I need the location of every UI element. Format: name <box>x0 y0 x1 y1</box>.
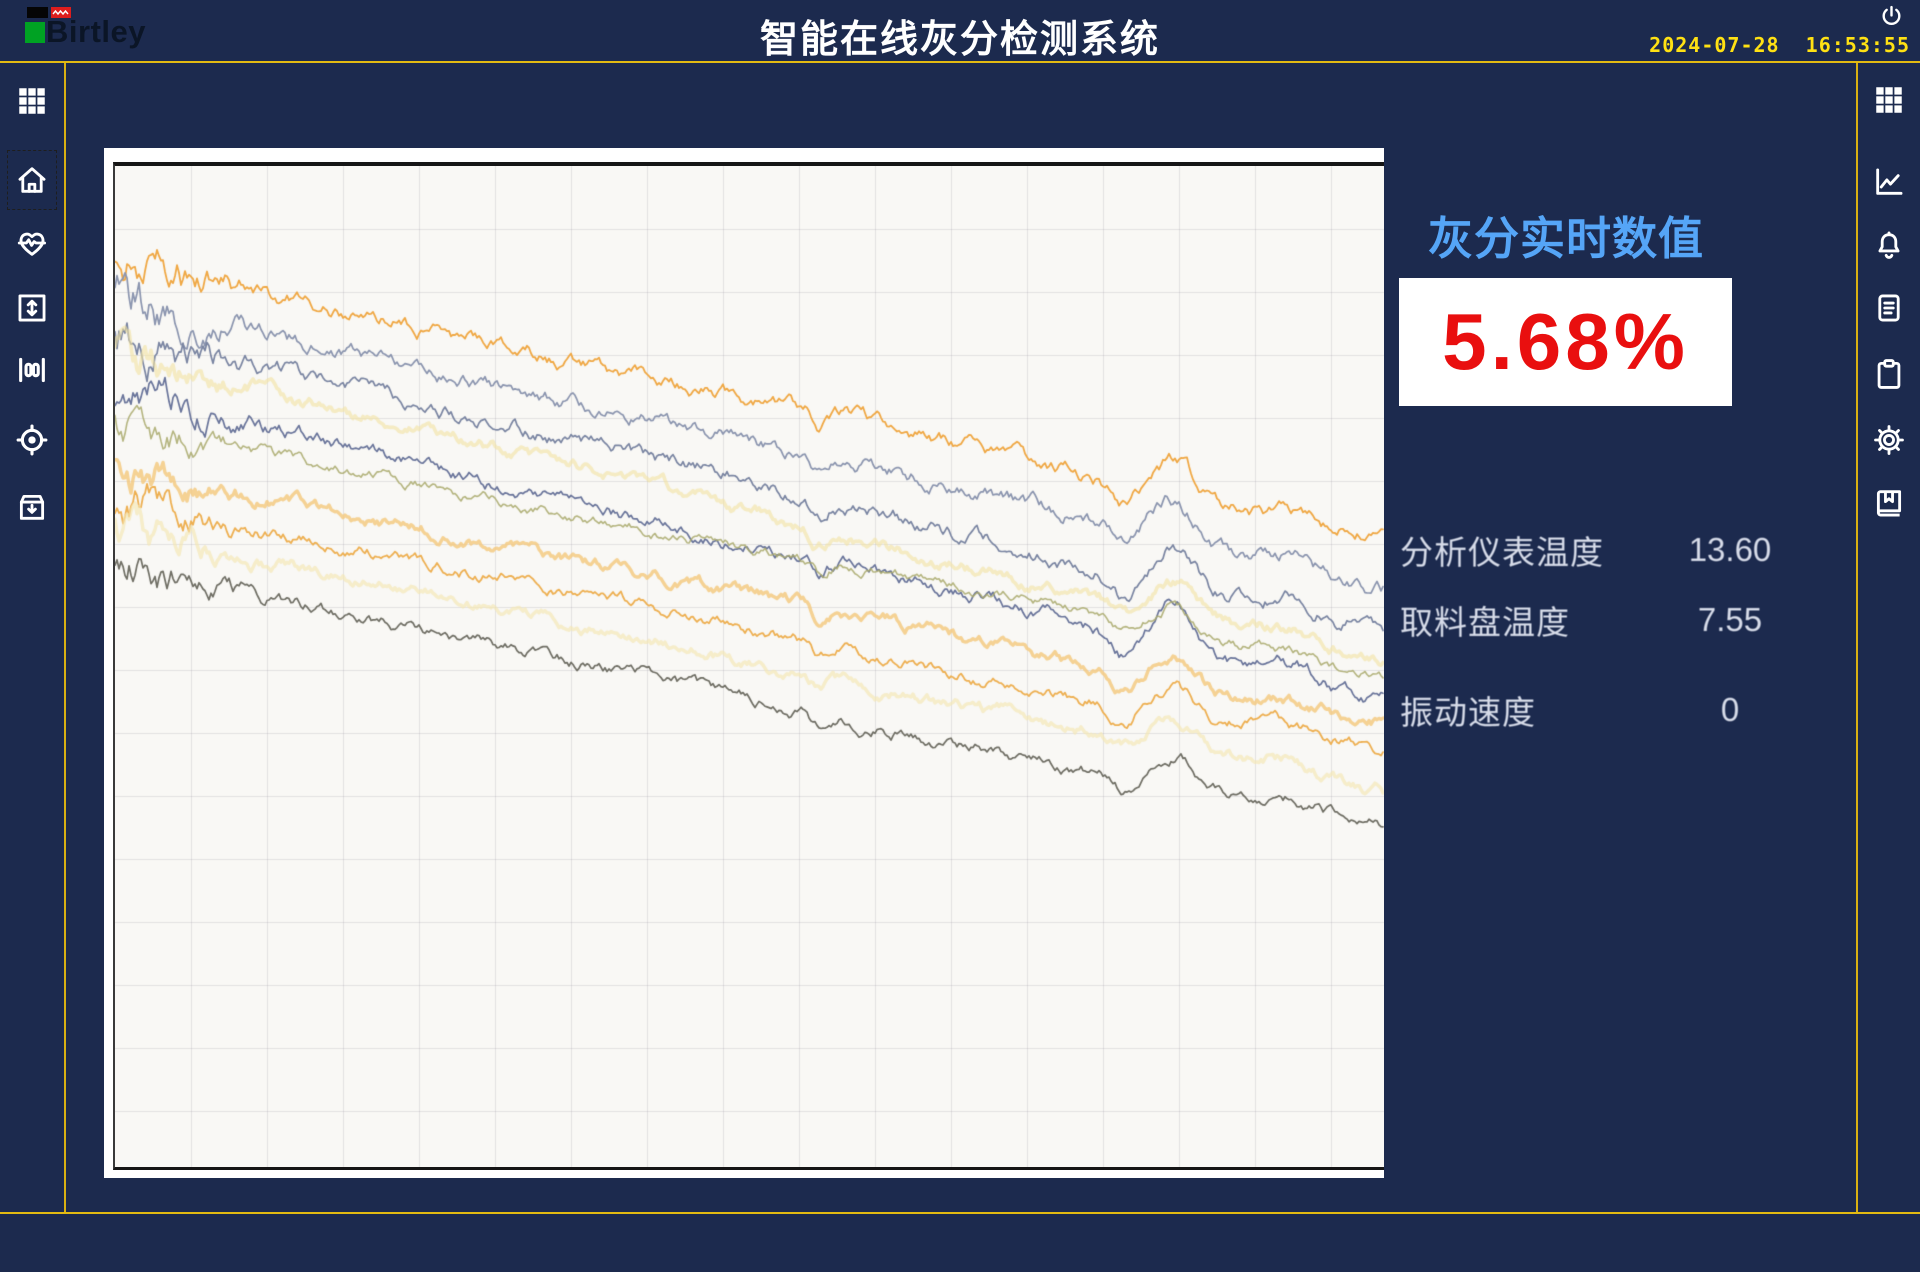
power-button[interactable] <box>1876 3 1906 33</box>
logo-blocks <box>27 7 146 18</box>
chart-panel <box>104 148 1384 1178</box>
right-sidebar <box>1857 63 1920 1212</box>
clipboard-icon <box>1872 357 1906 391</box>
reading-row-vibration-speed: 振动速度 0 <box>1400 686 1800 734</box>
grid-icon <box>1872 83 1906 117</box>
reading-value: 7.55 <box>1697 601 1763 638</box>
brand-name: Birtley <box>46 14 146 49</box>
page-title: 智能在线灰分检测系统 <box>759 19 1161 61</box>
logo-green-block <box>25 21 45 43</box>
sidebar-item-storage[interactable] <box>9 488 55 526</box>
sidebar-item-settings[interactable] <box>1866 421 1912 459</box>
sidebar-item-trend[interactable] <box>1866 163 1912 201</box>
home-icon <box>15 163 49 197</box>
reading-label: 取料盘温度 <box>1400 604 1570 641</box>
sidebar-item-gauge[interactable] <box>9 351 55 389</box>
sidebar-item-log[interactable] <box>1866 289 1912 327</box>
logo-zigzag-icon <box>52 9 69 16</box>
ash-realtime-title: 灰分实时数值 <box>1427 213 1704 264</box>
left-sidebar <box>0 63 64 1212</box>
left-sidebar-divider <box>64 63 66 1212</box>
reading-value: 0 <box>1720 691 1740 728</box>
sidebar-item-home[interactable] <box>7 150 57 210</box>
grid-icon <box>15 84 49 118</box>
reading-row-analyzer-temp: 分析仪表温度 13.60 <box>1400 526 1800 574</box>
sidebar-item-target[interactable] <box>9 421 55 459</box>
logo-name-row: Birtley <box>25 14 146 49</box>
sidebar-item-report[interactable] <box>1866 355 1912 393</box>
sidebar-item-menu[interactable] <box>1866 81 1912 119</box>
trend-lines-canvas <box>115 166 1384 1167</box>
sidebar-item-alarm[interactable] <box>1866 226 1912 264</box>
header-divider <box>0 61 1920 63</box>
reading-value: 13.60 <box>1688 531 1772 568</box>
trend-plot <box>113 162 1384 1170</box>
sidebar-item-monitor[interactable] <box>9 224 55 262</box>
sidebar-item-menu[interactable] <box>9 82 55 120</box>
brand-logo: Birtley <box>25 7 146 49</box>
gear-icon <box>1872 423 1906 457</box>
right-sidebar-divider <box>1856 63 1858 1212</box>
reading-label: 振动速度 <box>1400 694 1536 731</box>
sidebar-item-level[interactable] <box>9 289 55 327</box>
expand-vertical-icon <box>15 291 49 325</box>
book-icon <box>1872 486 1906 520</box>
reading-label: 分析仪表温度 <box>1400 534 1604 571</box>
reading-row-tray-temp: 取料盘温度 7.55 <box>1400 596 1800 644</box>
chart-line-icon <box>1872 165 1906 199</box>
footer-divider <box>0 1212 1920 1214</box>
datetime-display: 2024-07-28 16:53:55 <box>1649 33 1910 57</box>
bell-icon <box>1872 228 1906 262</box>
document-icon <box>1872 291 1906 325</box>
heart-pulse-icon <box>15 226 49 260</box>
logo-red-block <box>51 7 71 18</box>
gauge-bars-icon <box>15 353 49 387</box>
ash-value-box: 5.68% <box>1399 278 1732 406</box>
archive-icon <box>15 490 49 524</box>
target-icon <box>15 423 49 457</box>
ash-value: 5.68% <box>1442 297 1689 386</box>
sidebar-item-manual[interactable] <box>1866 484 1912 522</box>
power-icon <box>1879 4 1904 32</box>
logo-black-block <box>27 7 48 18</box>
header: Birtley 智能在线灰分检测系统 2024-07-28 16:53:55 <box>0 0 1920 62</box>
